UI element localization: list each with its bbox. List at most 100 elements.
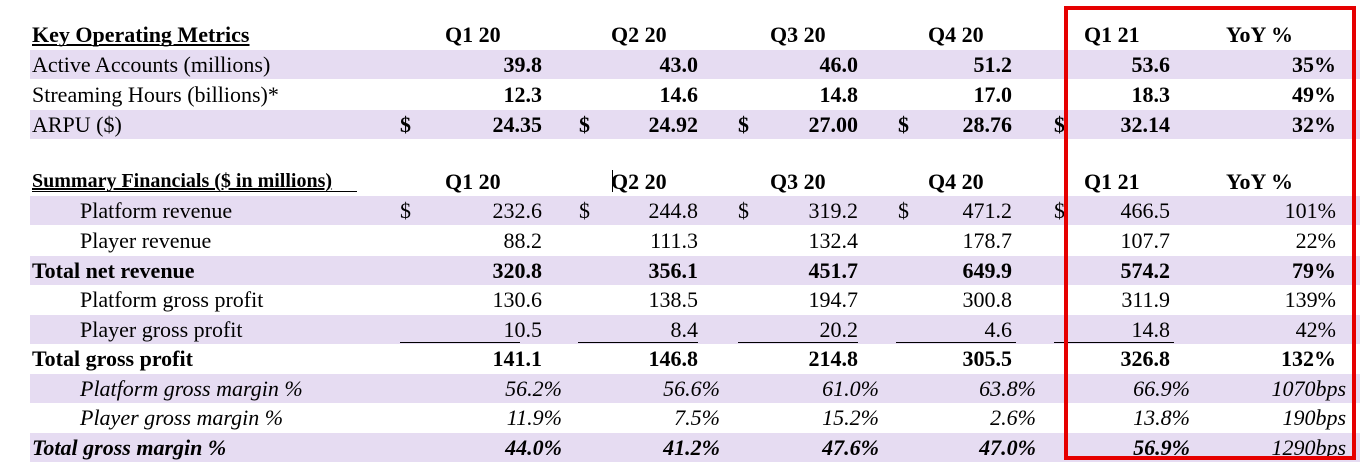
value-q2-20: 146.8: [648, 346, 699, 371]
value-q3-20: 14.8: [819, 82, 859, 107]
col-header-q1-21: Q1 21: [1084, 169, 1140, 194]
col-header-q3-20: Q3 20: [770, 169, 826, 194]
dollar-sign: $: [1054, 112, 1065, 137]
value-q3-20: 451.7: [808, 258, 859, 283]
table-row: Player revenue 88.2 111.3 132.4 178.7 10…: [30, 226, 1360, 255]
dollar-sign: $: [898, 198, 909, 223]
row-label: Total gross margin %: [32, 435, 227, 460]
value-q1-20: 141.1: [492, 346, 543, 371]
value-q2-20: 356.1: [648, 258, 699, 283]
value-q1-21: 311.9: [1121, 287, 1170, 312]
value-q2-20: 138.5: [648, 287, 699, 312]
col-header-q1-20: Q1 20: [445, 169, 501, 194]
value-yoy: 49%: [1292, 82, 1336, 107]
value-q2-20: 7.5%: [674, 405, 720, 430]
value-q1-21: 66.9%: [1133, 376, 1190, 401]
col-header-q2-20: Q2 20: [611, 169, 667, 194]
value-q2-20: 8.4: [670, 317, 699, 342]
table-row: ARPU ($) $ 24.35 $ 24.92 $ 27.00 $ 28.76…: [30, 110, 1360, 139]
value-q1-20: 39.8: [503, 52, 543, 77]
table-row: Total gross profit 141.1 146.8 214.8 305…: [30, 344, 1360, 373]
value-q3-20: 15.2%: [822, 405, 879, 430]
value-q1-21: 53.6: [1131, 52, 1171, 77]
col-header-yoy: YoY %: [1226, 22, 1294, 47]
subtotal-rule: [896, 342, 1016, 343]
summary-financials-header-row: Summary Financials ($ in millions) Q1 20…: [30, 167, 1360, 196]
subtotal-rule: [1054, 342, 1174, 343]
row-label: Player gross profit: [80, 317, 243, 342]
value-q1-20: 320.8: [492, 258, 543, 283]
col-header-yoy: YoY %: [1226, 169, 1294, 194]
value-q1-21: 107.7: [1120, 228, 1171, 253]
value-q2-20: 24.92: [648, 112, 699, 137]
value-yoy: 35%: [1292, 52, 1336, 77]
row-label: Player gross margin %: [80, 405, 284, 430]
value-q4-20: 178.7: [962, 228, 1013, 253]
value-yoy: 190bps: [1282, 405, 1346, 430]
text-cursor: [612, 170, 613, 192]
value-yoy: 1290bps: [1271, 435, 1346, 460]
value-q4-20: 28.76: [962, 112, 1013, 137]
value-q2-20: 244.8: [648, 198, 699, 223]
value-q4-20: 2.6%: [990, 405, 1036, 430]
table-row: Player gross margin % 11.9% 7.5% 15.2% 2…: [30, 403, 1360, 432]
value-q1-21: 14.8: [1131, 317, 1171, 342]
value-q3-20: 319.2: [808, 198, 859, 223]
subtotal-rule: [578, 342, 698, 343]
row-label: Total net revenue: [32, 258, 195, 283]
value-q3-20: 47.6%: [822, 435, 879, 460]
value-q1-20: 44.0%: [505, 435, 562, 460]
value-q2-20: 43.0: [659, 52, 699, 77]
row-label: Player revenue: [80, 228, 212, 253]
subtotal-rule: [400, 342, 520, 343]
row-label: Active Accounts (millions): [32, 52, 271, 77]
value-q1-21: 18.3: [1131, 82, 1171, 107]
value-q1-20: 130.6: [492, 287, 543, 312]
row-label: Streaming Hours (billions)*: [32, 82, 279, 107]
dollar-sign: $: [898, 112, 909, 137]
value-q2-20: 56.6%: [663, 376, 720, 401]
value-q2-20: 14.6: [659, 82, 699, 107]
value-q4-20: 300.8: [962, 287, 1013, 312]
value-q3-20: 61.0%: [822, 376, 879, 401]
table-row: Streaming Hours (billions)* 12.3 14.6 14…: [30, 80, 1360, 109]
col-header-q4-20: Q4 20: [928, 22, 984, 47]
key-metrics-title: Key Operating Metrics: [32, 22, 250, 47]
value-q4-20: 17.0: [973, 82, 1013, 107]
col-header-q1-20: Q1 20: [445, 22, 501, 47]
value-yoy: 139%: [1284, 287, 1336, 312]
value-q3-20: 46.0: [819, 52, 859, 77]
table-row: Active Accounts (millions) 39.8 43.0 46.…: [30, 50, 1360, 79]
value-q1-21: 32.14: [1120, 112, 1171, 137]
table-row: Platform gross profit 130.6 138.5 194.7 …: [30, 285, 1360, 314]
dollar-sign: $: [579, 198, 590, 223]
dollar-sign: $: [400, 198, 411, 223]
value-q3-20: 132.4: [808, 228, 859, 253]
value-yoy: 1070bps: [1271, 376, 1346, 401]
value-yoy: 132%: [1281, 346, 1336, 371]
value-q3-20: 214.8: [808, 346, 859, 371]
row-label: Platform gross profit: [80, 287, 264, 312]
value-q1-20: 56.2%: [505, 376, 562, 401]
subtotal-rule: [738, 342, 858, 343]
highlight-box: [1064, 6, 1356, 460]
dollar-sign: $: [1054, 198, 1065, 223]
table-row: Player gross profit 10.5 8.4 20.2 4.6 14…: [30, 315, 1360, 344]
value-q1-21: 574.2: [1120, 258, 1171, 283]
value-q4-20: 47.0%: [979, 435, 1036, 460]
row-label: Platform gross margin %: [80, 376, 303, 401]
value-q1-21: 13.8%: [1133, 405, 1190, 430]
summary-financials-title-underline: [32, 191, 357, 192]
value-q3-20: 27.00: [808, 112, 859, 137]
dollar-sign: $: [400, 112, 411, 137]
row-label: ARPU ($): [32, 112, 122, 137]
value-q1-20: 24.35: [492, 112, 543, 137]
value-yoy: 22%: [1295, 228, 1336, 253]
value-q3-20: 20.2: [819, 317, 859, 342]
value-q4-20: 471.2: [962, 198, 1013, 223]
dollar-sign: $: [738, 112, 749, 137]
value-q1-20: 88.2: [503, 228, 543, 253]
row-label: Total gross profit: [32, 346, 193, 371]
col-header-q3-20: Q3 20: [770, 22, 826, 47]
value-q1-20: 232.6: [492, 198, 543, 223]
